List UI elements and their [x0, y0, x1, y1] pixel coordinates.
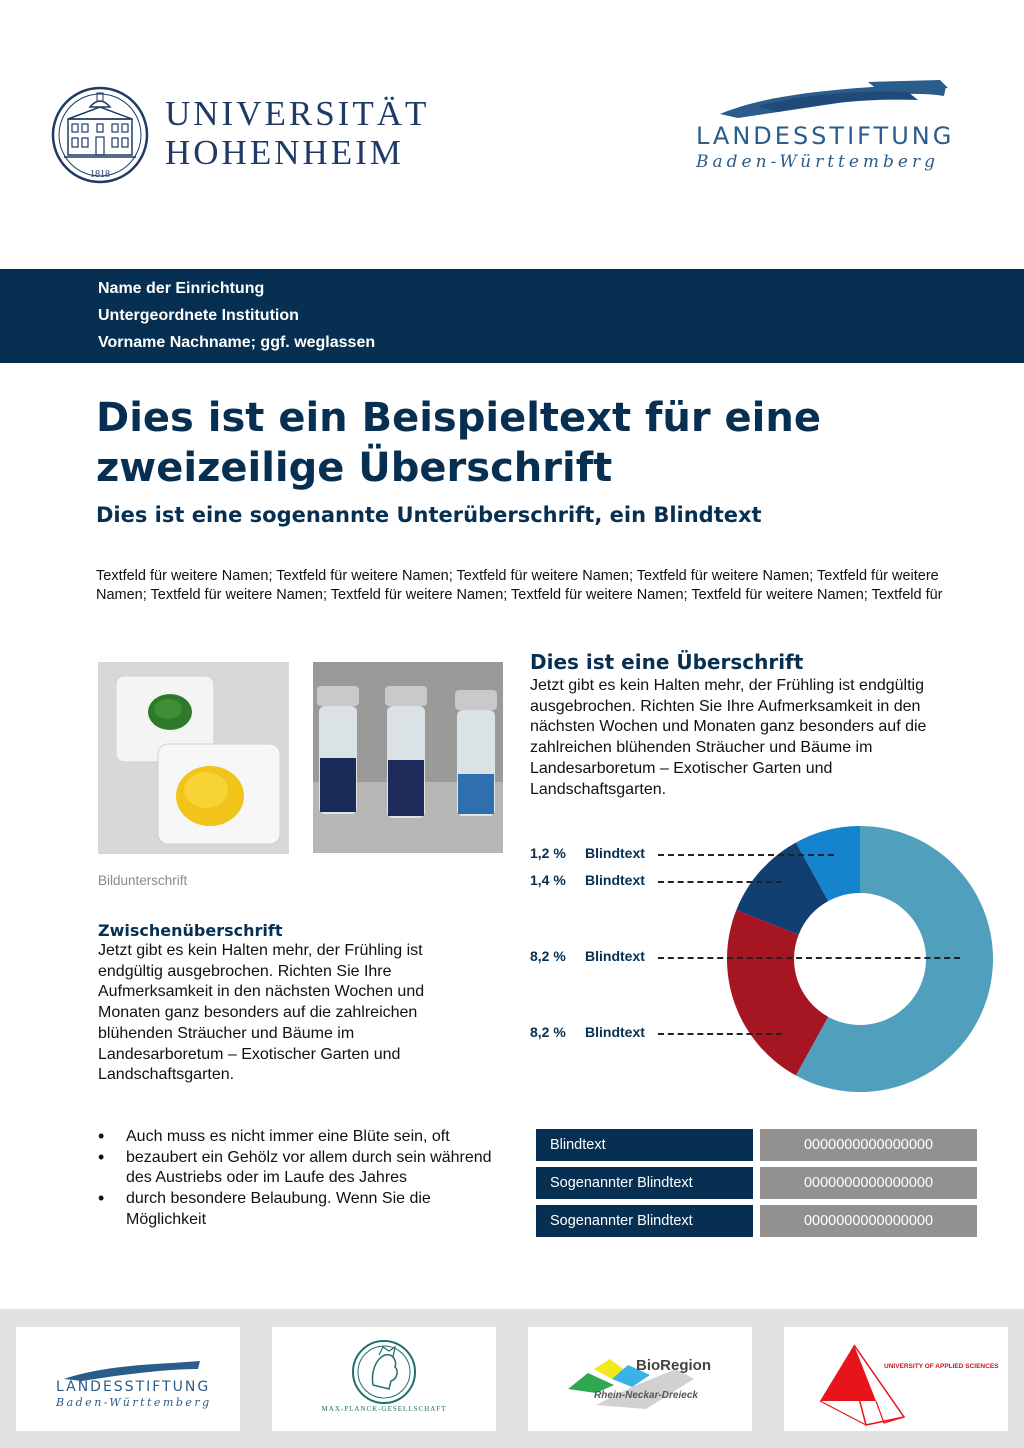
bullet-item: bezaubert ein Gehölz vor allem durch sei… — [96, 1147, 506, 1189]
donut-slice-2 — [736, 842, 829, 935]
brush-stroke-icon — [64, 1361, 200, 1381]
footer-logo-max-planck: MAX-PLANCK-GESELLSCHAFT — [272, 1327, 496, 1431]
donut-slice-1 — [795, 826, 860, 902]
donut-chart-svg — [727, 826, 993, 1092]
main-title-line1: Dies ist ein Beispieltext für eine — [96, 395, 821, 441]
legend-label-1: Blindtext — [585, 845, 645, 861]
university-logo: 1818 UNIVERSITÄT HOHENHEIM — [50, 85, 450, 185]
author-name: Vorname Nachname; ggf. weglassen — [98, 334, 376, 351]
legend-label-2: Blindtext — [585, 872, 645, 888]
vials-icon — [313, 662, 503, 853]
university-seal-icon: 1818 — [51, 86, 149, 184]
table-cell-label: Sogenannter Blindtext — [536, 1167, 753, 1199]
footer-landesstiftung-title: LANDESSTIFTUNG — [56, 1379, 211, 1395]
footer-logo-landesstiftung: LANDESSTIFTUNG Baden-Württemberg — [16, 1327, 240, 1431]
bioregion-mark-icon — [568, 1359, 694, 1409]
table-row: Sogenannter Blindtext 0000000000000000 — [536, 1167, 977, 1199]
table-row: Blindtext 0000000000000000 — [536, 1129, 977, 1161]
bullet-item: durch besondere Belaubung. Wenn Sie die … — [96, 1188, 506, 1230]
legend-pct-2: 1,4 % — [530, 872, 566, 888]
landesstiftung-logo: LANDESSTIFTUNG Baden-Württemberg — [690, 78, 980, 178]
intermediate-heading: Zwischenüberschrift — [98, 921, 283, 940]
data-table: Blindtext 0000000000000000 Sogenannter B… — [536, 1129, 977, 1237]
names-textfield: Textfeld für weitere Namen; Textfeld für… — [96, 568, 943, 603]
bullet-item: Auch muss es nicht immer eine Blüte sein… — [96, 1126, 506, 1148]
main-title-line2: zweizeilige Überschrift — [96, 445, 613, 491]
photo-vials — [313, 662, 503, 853]
section-body-left: Jetzt gibt es kein Halten mehr, der Früh… — [98, 942, 425, 1084]
legend-leader-3 — [658, 957, 960, 959]
powder-dishes-icon — [98, 662, 289, 854]
table-cell-value: 0000000000000000 — [760, 1129, 977, 1161]
legend-pct-3: 8,2 % — [530, 948, 566, 964]
institution-band: Name der Einrichtung Untergeordnete Inst… — [0, 269, 1024, 363]
legend-leader-2 — [658, 881, 782, 883]
bioregion-title: BioRegion — [636, 1357, 711, 1374]
legend-label-4: Blindtext — [585, 1024, 645, 1040]
footer-landesstiftung-subtitle: Baden-Württemberg — [56, 1396, 212, 1409]
brush-stroke-icon — [720, 80, 948, 118]
table-cell-label: Sogenannter Blindtext — [536, 1205, 753, 1237]
subtitle: Dies ist eine sogenannte Unterüberschrif… — [96, 503, 762, 527]
main-title: Dies ist ein Beispieltext für eine zweiz… — [96, 393, 976, 493]
bioregion-subtitle: Rhein-Neckar-Dreieck — [594, 1390, 698, 1401]
landesstiftung-subtitle: Baden-Württemberg — [696, 152, 939, 172]
institution-name: Name der Einrichtung — [98, 280, 265, 297]
footer-logo-bioregion: BioRegion Rhein-Neckar-Dreieck — [528, 1327, 752, 1431]
legend-pct-4: 8,2 % — [530, 1024, 566, 1040]
table-cell-value: 0000000000000000 — [760, 1205, 977, 1237]
legend-leader-1 — [658, 854, 834, 856]
legend-label-3: Blindtext — [585, 948, 645, 964]
max-planck-wordmark: MAX-PLANCK-GESELLSCHAFT — [321, 1405, 447, 1413]
image-caption: Bildunterschrift — [98, 873, 188, 888]
seal-year: 1818 — [90, 169, 110, 180]
donut-slice-4 — [795, 826, 993, 1092]
sub-institution: Untergeordnete Institution — [98, 307, 299, 324]
table-cell-label: Blindtext — [536, 1129, 753, 1161]
donut-chart: 1,2 % Blindtext 1,4 % Blindtext 8,2 % Bl… — [520, 820, 1010, 1110]
section-heading-right: Dies ist eine Überschrift — [530, 650, 804, 674]
landesstiftung-title: LANDESSTIFTUNG — [696, 122, 955, 150]
photo-powders — [98, 662, 289, 854]
section-body-right: Jetzt gibt es kein Halten mehr, der Früh… — [530, 677, 927, 798]
red-triangle-icon — [819, 1344, 906, 1426]
applied-sciences-wordmark: UNIVERSITY OF APPLIED SCIENCES — [884, 1363, 999, 1370]
table-cell-value: 0000000000000000 — [760, 1167, 977, 1199]
table-row: Sogenannter Blindtext 0000000000000000 — [536, 1205, 977, 1237]
bullet-list: Auch muss es nicht immer eine Blüte sein… — [96, 1126, 506, 1231]
minerva-icon — [352, 1340, 416, 1404]
legend-pct-1: 1,2 % — [530, 845, 566, 861]
footer-logo-university-applied-sciences: UNIVERSITY OF APPLIED SCIENCES — [784, 1327, 1008, 1431]
university-name-line1: UNIVERSITÄT — [165, 94, 430, 133]
university-name-line2: HOHENHEIM — [165, 133, 404, 172]
legend-leader-4 — [658, 1033, 782, 1035]
